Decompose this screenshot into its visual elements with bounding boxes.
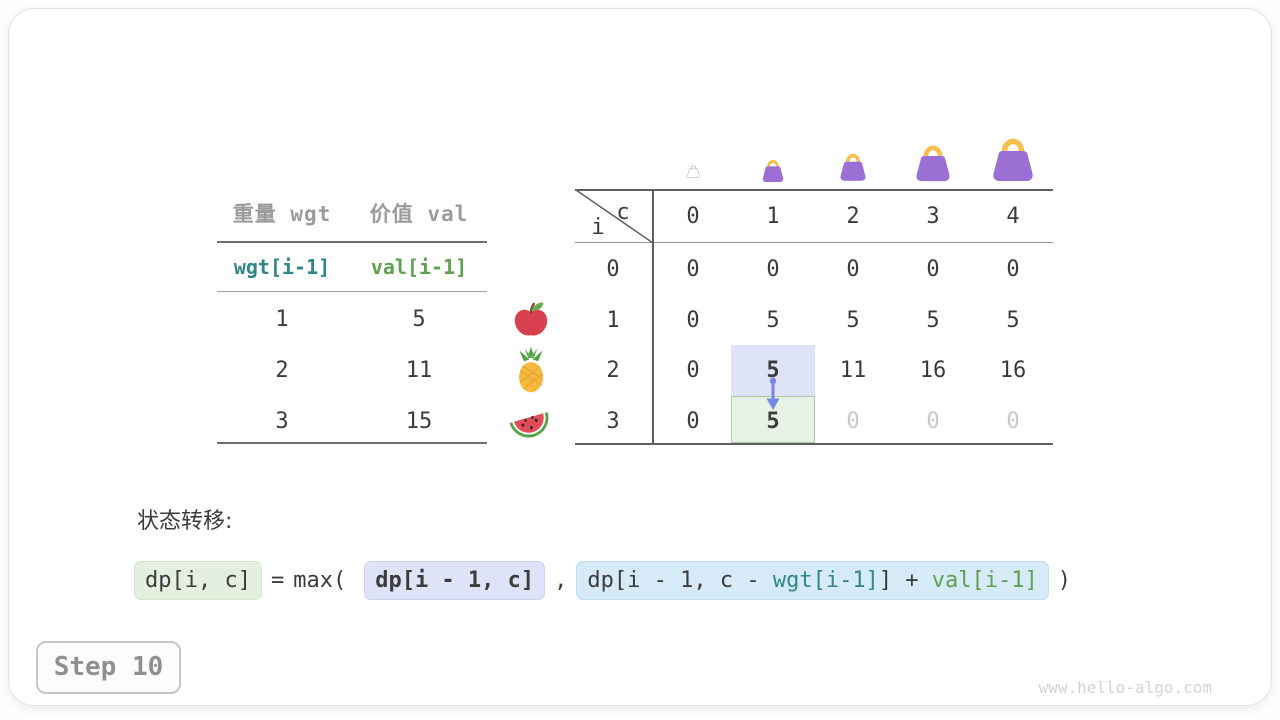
apple-icon <box>514 302 548 336</box>
bag-capacity-0-icon <box>687 165 700 179</box>
pineapple-icon <box>519 347 543 393</box>
dp-cell-1-2: 5 <box>846 308 860 333</box>
step-badge: Step 10 <box>36 641 181 694</box>
dp-target-cell-highlight <box>731 396 815 443</box>
dp-col-header-2: 2 <box>846 204 860 229</box>
dp-cell-0-2: 0 <box>846 257 860 282</box>
bag-capacity-2-icon <box>840 153 866 181</box>
dp-col-header-1: 1 <box>766 204 780 229</box>
dp-table-header-rule <box>575 242 1053 243</box>
formula-lhs: dp[i, c] <box>134 560 262 600</box>
dp-row-header-3: 3 <box>606 409 620 434</box>
dp-cell-0-3: 0 <box>926 257 940 282</box>
dp-col-header-3: 3 <box>926 204 940 229</box>
dp-col-header-0: 0 <box>686 204 700 229</box>
dp-cell-3-4: 0 <box>1006 409 1020 434</box>
item-3-weight: 3 <box>275 409 289 434</box>
item-3-value: 15 <box>405 409 433 434</box>
dp-cell-1-3: 5 <box>926 308 940 333</box>
bag-capacity-4-icon <box>993 138 1033 181</box>
watermark-url: www.hello-algo.com <box>1038 678 1212 697</box>
dp-row-header-0: 0 <box>606 257 620 282</box>
dp-cell-3-0: 0 <box>686 409 700 434</box>
dp-cell-2-2: 11 <box>839 358 867 383</box>
item-1-weight: 1 <box>275 307 289 332</box>
formula-arg1: dp[i - 1, c] <box>364 560 546 600</box>
dp-cell-1-0: 0 <box>686 308 700 333</box>
dp-cell-2-0: 0 <box>686 358 700 383</box>
left-table-top-rule <box>217 241 487 243</box>
formula-arg2-val: val[i-1] <box>931 567 1038 593</box>
dp-table-vertical-rule <box>652 189 654 445</box>
dp-cell-3-3: 0 <box>926 409 940 434</box>
watermelon-icon <box>509 412 549 438</box>
val-variable-label: val[i-1] <box>370 255 468 279</box>
left-table-bottom-rule <box>217 442 487 444</box>
arrow-down-icon <box>766 377 780 410</box>
value-column-header: 价值 val <box>369 202 469 226</box>
dp-cell-0-1: 0 <box>766 257 780 282</box>
dp-cell-3-2: 0 <box>846 409 860 434</box>
dp-cell-0-4: 0 <box>1006 257 1020 282</box>
bag-capacity-1-icon <box>762 160 784 182</box>
dp-corner-row-var: i <box>591 215 605 240</box>
dp-table-bottom-rule <box>575 443 1053 445</box>
dp-table-top-rule <box>575 189 1053 191</box>
dp-cell-1-4: 5 <box>1006 308 1020 333</box>
state-transition-label: 状态转移: <box>137 509 233 534</box>
formula-max-open: max( <box>293 567 347 593</box>
dp-corner-col-var: c <box>616 200 630 225</box>
left-table-mid-rule <box>217 291 487 292</box>
formula-arg2-prefix: dp[i - 1, c - <box>587 567 773 593</box>
formula-equals: = <box>270 567 285 593</box>
state-transition-formula: dp[i, c] = max( dp[i - 1, c] , dp[i - 1,… <box>134 559 1080 601</box>
formula-arg2-close: ] + <box>878 567 932 593</box>
dp-cell-1-1: 5 <box>766 308 780 333</box>
dp-cell-2-3: 16 <box>919 358 947 383</box>
item-2-weight: 2 <box>275 358 289 383</box>
formula-arg2: dp[i - 1, c - wgt[i-1]] + val[i-1] <box>576 560 1049 600</box>
dp-cell-2-1-source: 5 <box>766 358 780 383</box>
dp-col-header-4: 4 <box>1006 204 1020 229</box>
wgt-variable-label: wgt[i-1] <box>233 255 331 279</box>
dp-row-header-2: 2 <box>606 358 620 383</box>
item-1-value: 5 <box>412 307 426 332</box>
dp-cell-0-0: 0 <box>686 257 700 282</box>
formula-arg2-wgt: wgt[i-1] <box>772 567 879 593</box>
formula-close-paren: ) <box>1057 567 1072 593</box>
weight-column-header: 重量 wgt <box>232 202 332 226</box>
bag-capacity-3-icon <box>916 145 950 182</box>
item-2-value: 11 <box>405 358 433 383</box>
dp-row-header-1: 1 <box>606 308 620 333</box>
dp-cell-2-4: 16 <box>999 358 1027 383</box>
formula-comma: , <box>554 567 568 593</box>
dp-corner-diagonal <box>576 190 653 243</box>
dp-cell-3-1-target: 5 <box>766 409 780 434</box>
